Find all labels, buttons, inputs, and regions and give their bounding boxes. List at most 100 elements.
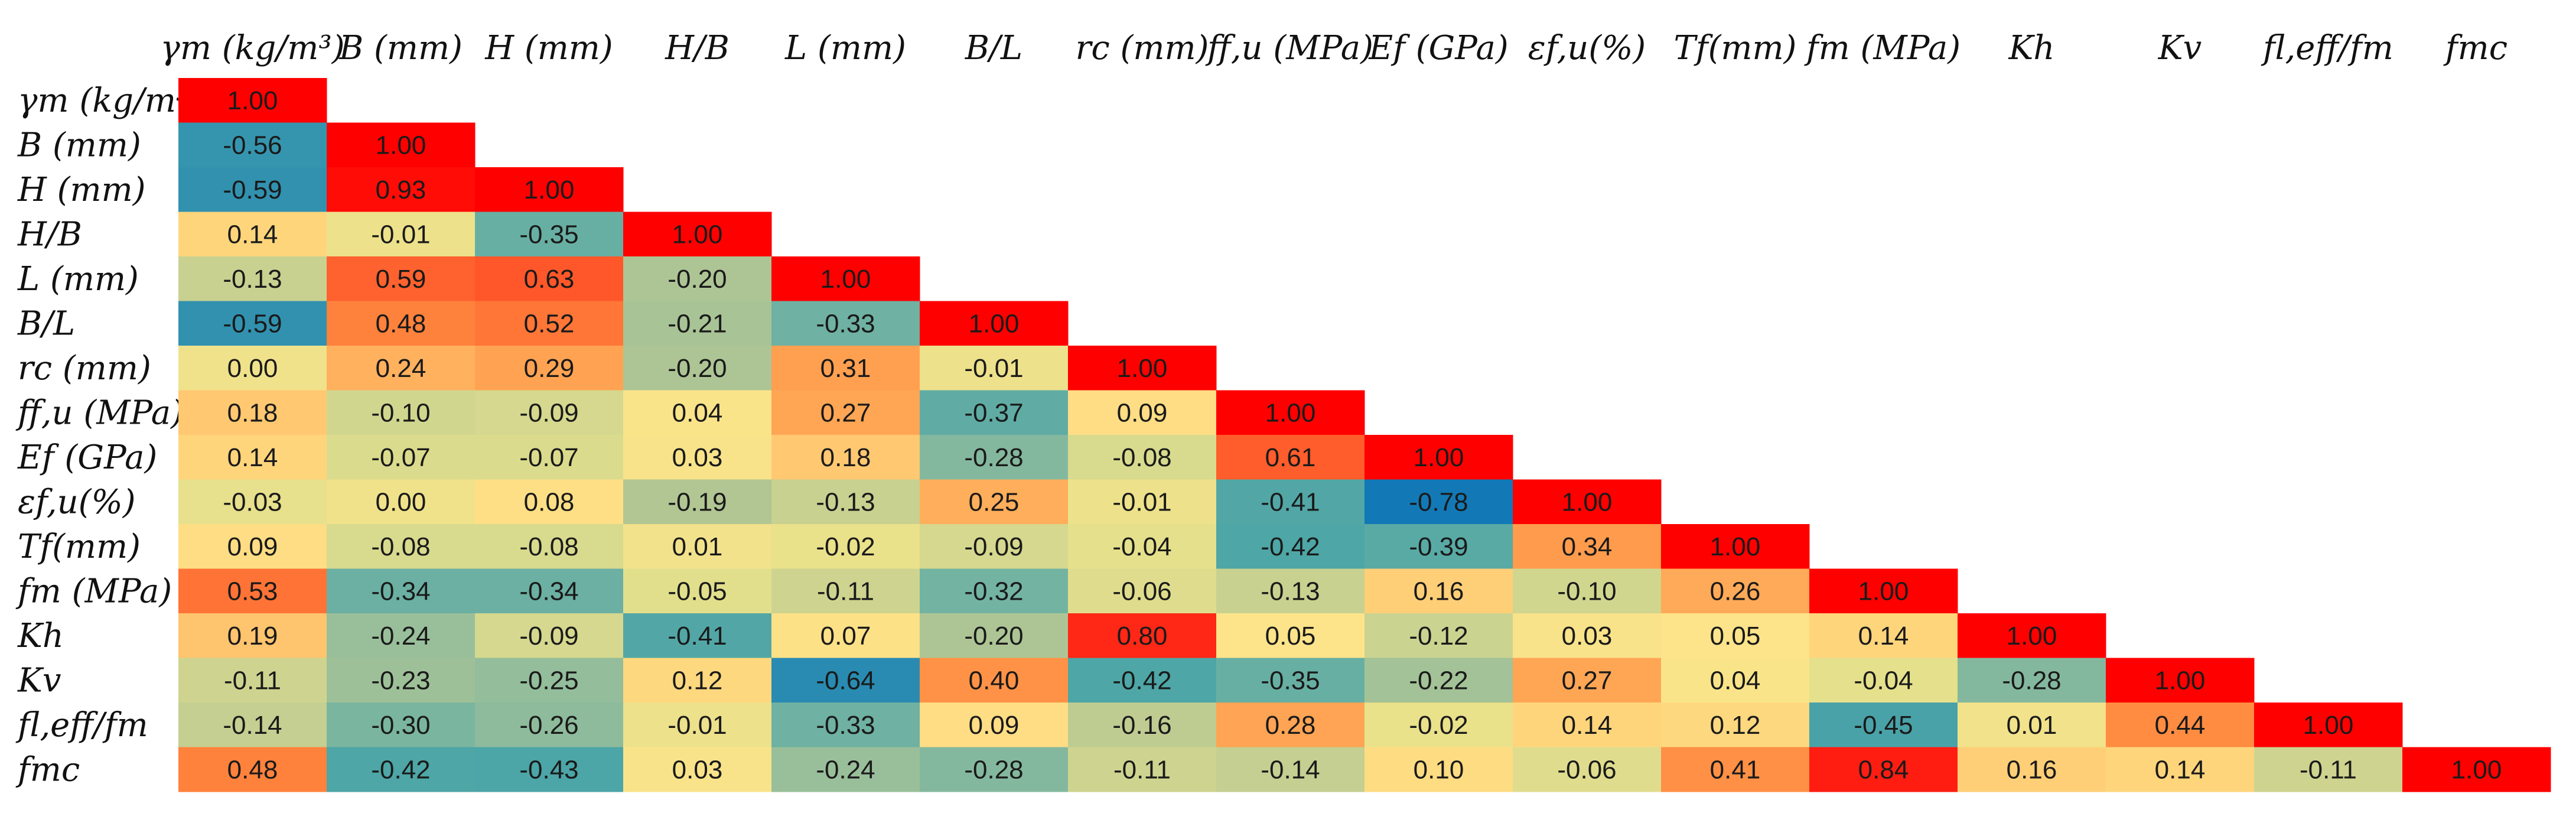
heatmap-cell	[771, 568, 920, 614]
heatmap-cell	[623, 301, 772, 346]
heatmap-cell	[623, 568, 772, 614]
heatmap-cell	[178, 390, 327, 435]
heatmap-cell	[178, 346, 327, 391]
heatmap-cell	[1364, 435, 1513, 480]
heatmap-cell	[327, 346, 476, 391]
heatmap-cell	[178, 613, 327, 658]
cell-value-label: -0.35	[1261, 666, 1320, 695]
heatmap-cell	[1364, 703, 1513, 747]
row-label-tf-mm: Tf(mm)	[18, 528, 141, 566]
cell-value-label: -0.04	[1112, 532, 1171, 561]
heatmap-cell	[1216, 747, 1365, 792]
heatmap-cell	[1068, 703, 1217, 747]
cell-value-label: -0.02	[816, 532, 875, 561]
cell-value-label: 0.53	[227, 577, 278, 606]
column-labels: γm (kg/m³)B (mm) H (mm) H/B L (mm) B/L rc (mm…	[160, 29, 2507, 67]
cell-value-label: -0.37	[964, 398, 1023, 427]
cell-value-label: -0.07	[371, 443, 430, 472]
cell-value-label: 0.07	[820, 622, 871, 651]
cell-value-label: -0.16	[1112, 711, 1171, 740]
cell-value-label: -0.08	[519, 532, 578, 561]
heatmap-cell	[2254, 703, 2403, 747]
cell-value-label: 1.00	[1710, 532, 1761, 561]
heatmap-cell	[1513, 613, 1662, 658]
cell-value-label: 0.16	[1414, 577, 1464, 606]
heatmap-cell	[623, 658, 772, 703]
heatmap-cell	[1809, 613, 1958, 658]
cell-value-label: -0.19	[667, 487, 727, 516]
cell-value-label: -0.09	[519, 622, 578, 651]
heatmap-cell	[1068, 524, 1217, 569]
heatmap-cell	[1068, 658, 1217, 703]
column-label-h-b: H/B	[665, 29, 730, 67]
heatmap-cell	[1068, 346, 1217, 391]
heatmap-cell	[327, 390, 476, 435]
cell-value-label: 0.48	[227, 755, 278, 784]
heatmap-cell	[771, 390, 920, 435]
cell-value-label: -0.04	[1854, 666, 1913, 695]
cell-value-label: 0.41	[1710, 755, 1761, 784]
heatmap-cell	[178, 167, 327, 212]
heatmap-cell	[475, 435, 624, 480]
heatmap-cell	[623, 747, 772, 792]
heatmap-cell	[623, 390, 772, 435]
heatmap-cell	[1809, 703, 1958, 747]
cell-value-label: 1.00	[2007, 622, 2057, 651]
cell-value-label: -0.45	[1854, 711, 1913, 740]
cell-value-label: 0.04	[672, 398, 723, 427]
cell-value-label: -0.01	[964, 354, 1023, 383]
cell-value-label: 1.00	[2451, 755, 2502, 784]
heatmap-cell	[1068, 568, 1217, 614]
heatmap-cell	[1958, 613, 2106, 658]
heatmap-cell	[1661, 747, 1810, 792]
cell-value-label: -0.20	[667, 354, 727, 383]
cell-value-label: -0.21	[667, 309, 727, 338]
heatmap-cell	[1216, 390, 1365, 435]
heatmap-cell	[1068, 479, 1217, 525]
heatmap-cell	[178, 658, 327, 703]
heatmap-cell	[475, 613, 624, 658]
heatmap-cell	[1364, 524, 1513, 569]
heatmap-cell	[1661, 568, 1810, 614]
heatmap-cell	[1809, 568, 1958, 614]
heatmap-cells: 1.00 -0.56 1.00 -0.59 0.93 1.00 0.14 -0.01 -0.35…	[178, 78, 2551, 792]
heatmap-cell	[475, 703, 624, 747]
heatmap-cell	[475, 658, 624, 703]
cell-value-label: 0.09	[227, 532, 278, 561]
column-label-h-mm: H (mm)	[484, 29, 613, 67]
cell-value-label: -0.01	[1112, 487, 1171, 516]
cell-value-label: -0.33	[816, 711, 875, 740]
cell-value-label: 0.12	[672, 666, 723, 695]
cell-value-label: 0.29	[524, 354, 575, 383]
heatmap-cell	[623, 703, 772, 747]
cell-value-label: -0.22	[1409, 666, 1468, 695]
row-label-kh: Kh	[17, 617, 64, 655]
cell-value-label: -0.02	[1409, 711, 1468, 740]
heatmap-cell	[1661, 658, 1810, 703]
row-label-h-b: H/B	[17, 215, 82, 253]
cell-value-label: -0.13	[816, 487, 875, 516]
cell-value-label: 0.27	[820, 398, 871, 427]
row-label-fl-eff-fm: fl,eff/fm	[15, 706, 148, 744]
heatmap-cell	[1661, 524, 1810, 569]
cell-value-label: 0.12	[1710, 711, 1761, 740]
cell-value-label: -0.13	[223, 265, 282, 294]
heatmap-cell	[1513, 568, 1662, 614]
column-label-kh: Kh	[2008, 29, 2055, 67]
heatmap-cell	[1513, 524, 1662, 569]
column-label-fmc: fmc	[2443, 29, 2507, 67]
heatmap-cell	[178, 78, 327, 123]
cell-value-label: -0.11	[224, 666, 281, 695]
cell-value-label: 0.00	[376, 487, 426, 516]
cell-value-label: -0.08	[1112, 443, 1171, 472]
heatmap-cell	[1216, 658, 1365, 703]
cell-value-label: -0.42	[1112, 666, 1171, 695]
heatmap-cell	[1958, 747, 2106, 792]
cell-value-label: 0.03	[1562, 622, 1613, 651]
cell-value-label: 0.34	[1562, 532, 1613, 561]
heatmap-cell	[1364, 613, 1513, 658]
cell-value-label: 0.16	[2007, 755, 2057, 784]
heatmap-cell	[327, 256, 476, 301]
cell-value-label: -0.09	[964, 532, 1023, 561]
heatmap-cell	[623, 613, 772, 658]
